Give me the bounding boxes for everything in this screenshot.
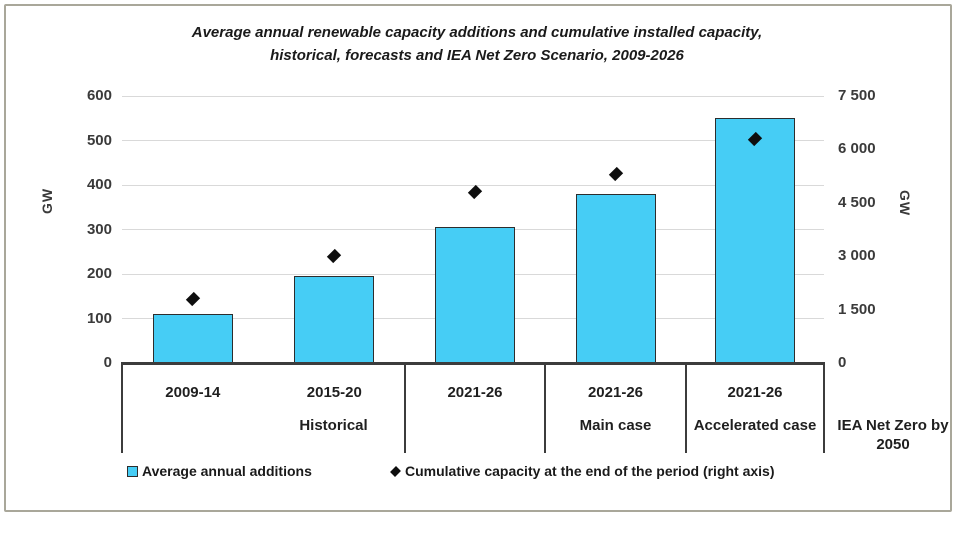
category-separator — [544, 363, 546, 453]
left-axis-tick-label: 500 — [86, 131, 112, 149]
gridline — [122, 95, 824, 97]
category-group-label: Main case — [579, 417, 652, 434]
left-axis-tick-label: 300 — [86, 220, 112, 238]
bar — [294, 276, 375, 364]
category-group-label: Historical — [299, 417, 368, 434]
left-axis-tick-label: 200 — [86, 265, 112, 282]
category-separator — [823, 363, 825, 453]
chart-title-line2: historical, forecasts and IEA Net Zero S… — [270, 47, 684, 64]
bar — [575, 193, 656, 364]
right-axis-tick-label: 1 500 — [838, 300, 876, 318]
square-icon — [127, 465, 138, 477]
category-separator — [685, 363, 687, 453]
right-axis-tick-label: 7 500 — [838, 87, 876, 104]
diamond-icon — [390, 465, 401, 477]
category-period-label: 2021-26 — [587, 384, 644, 401]
legend-item-diamonds: Cumulative capacity at the end of the pe… — [390, 462, 775, 480]
right-axis-tick-label: 3 000 — [838, 247, 876, 265]
legend-label: Average annual additions — [142, 463, 312, 479]
right-axis-tick-label: 6 000 — [838, 140, 876, 158]
left-axis-tick-label: 0 — [103, 354, 112, 371]
left-axis-tick-label: 600 — [86, 87, 112, 104]
right-axis-tick-label: 4 500 — [838, 193, 876, 211]
category-period-label: 2009-14 — [165, 384, 221, 401]
left-axis-tick-label: 400 — [86, 176, 112, 193]
category-group-label: IEA Net Zero by 2050 — [837, 417, 949, 453]
bar — [435, 227, 515, 364]
left-axis-tick-label: 100 — [86, 309, 112, 327]
bar — [152, 314, 233, 364]
right-axis-tick-label: 0 — [838, 354, 847, 371]
legend-label: Cumulative capacity at the end of the pe… — [405, 463, 775, 479]
category-period-label: 2021-26 — [447, 384, 503, 401]
category-separator — [121, 363, 123, 453]
category-period-label: 2015-20 — [306, 384, 362, 401]
x-axis-line — [121, 362, 825, 365]
chart-title-line1: Average annual renewable capacity additi… — [191, 24, 763, 41]
category-separator — [404, 363, 406, 453]
gridline — [122, 140, 824, 141]
legend-item-bars: Average annual additions — [127, 462, 312, 480]
bar — [715, 118, 795, 364]
gridline — [122, 184, 824, 186]
category-group-label: Accelerated case — [693, 417, 817, 434]
left-axis-title: GW — [39, 187, 56, 215]
category-period-label: 2021-26 — [727, 384, 783, 401]
